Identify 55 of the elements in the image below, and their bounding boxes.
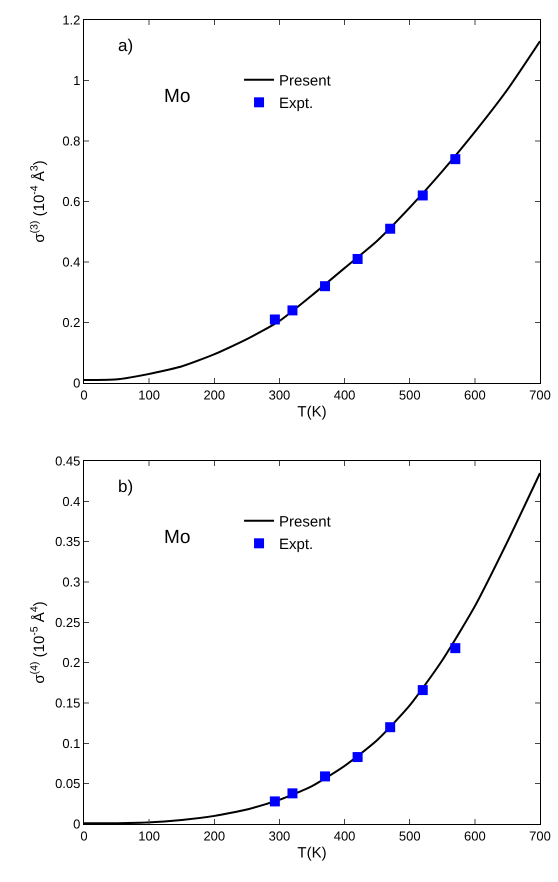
point [385, 224, 396, 234]
x-tick-label: 500 [398, 828, 421, 844]
point [418, 190, 428, 200]
legend-label: Present [279, 72, 332, 90]
legend-label: Expt. [279, 536, 314, 554]
y-tick-label: 0.25 [55, 614, 80, 630]
x-tick-label: 200 [203, 828, 226, 844]
point [385, 722, 396, 732]
y-tick-label: 1.2 [62, 12, 80, 28]
point [418, 685, 428, 696]
point [270, 796, 280, 806]
y-tick-label: 0.15 [55, 696, 80, 711]
x-tick-label: 300 [268, 828, 290, 844]
y-tick-label: 0.1 [62, 736, 80, 751]
point [320, 771, 330, 782]
y-tick-label: 0.4 [62, 494, 80, 509]
point [287, 305, 298, 316]
point [270, 314, 280, 324]
y-tick-label: 0.8 [62, 134, 80, 149]
legend-label: Present [279, 514, 332, 531]
y-tick-label: 0 [73, 376, 80, 391]
point [450, 154, 460, 164]
legend-label: Expt. [279, 95, 314, 112]
y-tick-label: 0.2 [62, 315, 80, 330]
y-tick-label: 1 [73, 73, 80, 88]
x-axis-title: T(K) [297, 844, 327, 862]
x-axis-title: T(K) [297, 404, 327, 421]
y-tick-label: 0 [73, 816, 80, 832]
annotation: a) [118, 36, 134, 55]
y-tick-label: 0.35 [55, 534, 80, 550]
x-tick-label: 600 [464, 828, 486, 844]
point [320, 281, 330, 292]
y-tick-label: 0.05 [55, 776, 80, 792]
y-tick-label: 0.6 [62, 194, 80, 210]
x-tick-label: 400 [334, 388, 356, 403]
annotation: Mo [164, 527, 190, 548]
x-tick-label: 500 [398, 388, 421, 403]
point [450, 643, 460, 654]
annotation: b) [118, 477, 134, 496]
x-tick-label: 700 [529, 828, 551, 844]
x-tick-label: 100 [138, 388, 160, 403]
x-tick-label: 600 [464, 388, 486, 403]
x-tick-label: 100 [138, 828, 160, 844]
point [352, 254, 363, 264]
y-tick-label: 0.45 [55, 454, 80, 469]
point [287, 788, 298, 798]
x-tick-label: 700 [529, 388, 551, 403]
annotation: Mo [164, 86, 190, 107]
x-tick-label: 300 [268, 388, 290, 403]
y-tick-label: 0.2 [62, 655, 80, 670]
y-tick-label: 0.4 [62, 254, 80, 270]
x-tick-label: 200 [203, 388, 226, 403]
x-tick-label: 400 [334, 828, 356, 844]
y-tick-label: 0.3 [62, 574, 80, 590]
point [352, 752, 363, 762]
